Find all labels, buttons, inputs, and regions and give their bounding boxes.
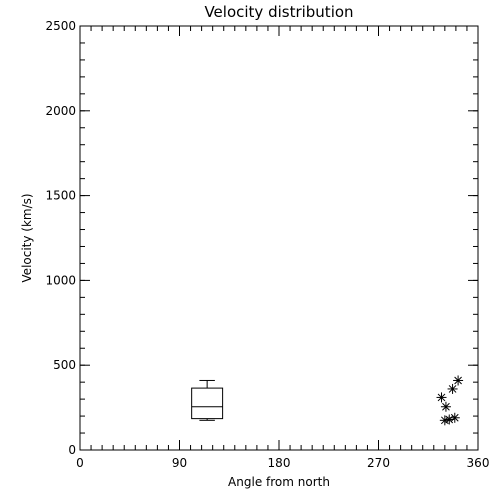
chart-title: Velocity distribution [204,3,353,21]
y-tick-label: 1000 [45,273,76,287]
scatter-point [440,401,451,412]
box-iqr [191,387,224,420]
asterisk-stroke [437,393,446,402]
x-tick-label: 90 [172,456,187,470]
asterisk-stroke [445,415,454,424]
chart-marks [191,375,464,426]
scatter-point [436,392,447,403]
asterisk-stroke [448,385,457,393]
scatter-point [453,375,464,386]
y-tick-label: 2500 [45,19,76,33]
asterisk-stroke [442,402,450,411]
plot-frame [79,25,479,451]
y-tick-label: 2000 [45,104,76,118]
x-axis-label: Angle from north [228,475,330,489]
y-tick-label: 500 [53,358,76,372]
scatter-point [449,412,460,423]
x-tick-label: 180 [268,456,291,470]
y-tick-label: 1500 [45,189,76,203]
y-tick-label: 0 [68,443,76,457]
y-axis-label: Velocity (km/s) [20,193,34,282]
asterisk-stroke [450,413,459,422]
x-tick-label: 0 [76,456,84,470]
asterisk-stroke [454,376,462,385]
tick-labels: 0 90 180 270 360 0 500 1000 1500 2000 2500 [45,19,489,470]
scatter-point [447,383,458,394]
x-tick-label: 360 [467,456,490,470]
axis-ticks [79,25,479,451]
x-tick-label: 270 [367,456,390,470]
